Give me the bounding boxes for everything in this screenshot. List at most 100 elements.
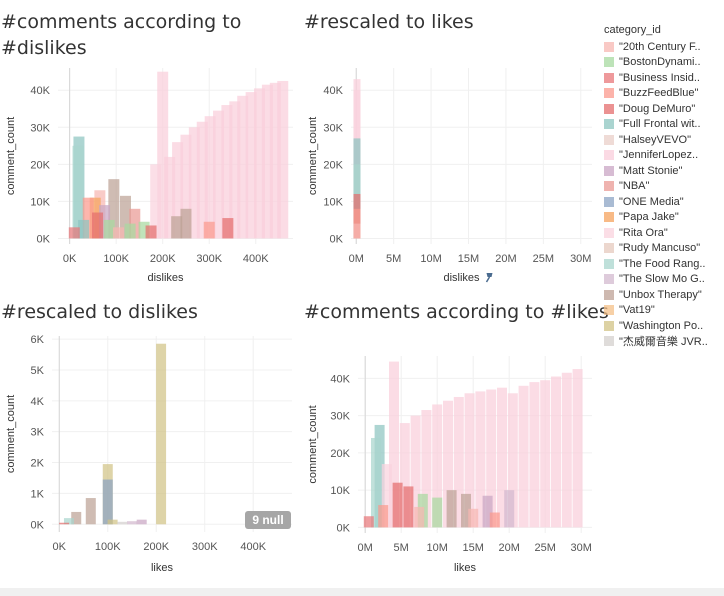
bar-mark[interactable]	[371, 437, 381, 528]
bar-mark[interactable]	[529, 382, 540, 528]
legend-item[interactable]: "Washington Po..	[604, 318, 722, 334]
legend-item[interactable]: "Matt Stonie"	[604, 163, 722, 179]
bar-mark[interactable]	[504, 490, 515, 528]
bar-mark[interactable]	[381, 464, 392, 528]
bar-mark[interactable]	[117, 521, 128, 525]
bar-mark[interactable]	[446, 490, 457, 528]
legend-item[interactable]: "Rita Ora"	[604, 225, 722, 241]
bar-mark[interactable]	[213, 110, 225, 239]
pin-icon[interactable]	[485, 273, 493, 283]
bar-mark[interactable]	[92, 212, 104, 239]
legend-item[interactable]: "Rudy Mancuso"	[604, 241, 722, 257]
bar-mark[interactable]	[171, 216, 183, 239]
legend-item[interactable]: "20th Century F..	[604, 39, 722, 55]
bar-mark[interactable]	[475, 391, 486, 528]
bar-mark[interactable]	[150, 164, 162, 239]
bar-mark[interactable]	[421, 410, 432, 528]
legend-item[interactable]: "The Food Rang..	[604, 256, 722, 272]
legend-item[interactable]: "HalseyVEVO"	[604, 132, 722, 148]
bar-mark[interactable]	[399, 423, 410, 528]
bar-mark[interactable]	[63, 518, 74, 525]
bar-mark[interactable]	[464, 393, 475, 528]
null-count-badge[interactable]: 9 null	[245, 511, 291, 529]
bar-mark[interactable]	[414, 506, 425, 528]
bar-mark[interactable]	[482, 495, 493, 528]
bar-mark[interactable]	[461, 493, 471, 528]
bar-mark[interactable]	[245, 92, 257, 239]
bar-mark[interactable]	[107, 519, 118, 525]
bar-mark[interactable]	[392, 482, 403, 528]
bar-mark[interactable]	[443, 400, 453, 528]
legend-item[interactable]: "BostonDynami..	[604, 55, 722, 71]
legend-item[interactable]: "Vat19"	[604, 303, 722, 319]
legend-item[interactable]: "Business Insid..	[604, 70, 722, 86]
bar-mark[interactable]	[180, 134, 192, 239]
bar-mark[interactable]	[103, 219, 115, 239]
bar-mark[interactable]	[497, 387, 507, 528]
bar-mark[interactable]	[486, 389, 497, 528]
bar-mark[interactable]	[507, 393, 518, 528]
bar-mark[interactable]	[561, 372, 572, 528]
bar-mark[interactable]	[127, 521, 137, 525]
bar-mark[interactable]	[138, 221, 150, 239]
bar-mark[interactable]	[518, 385, 529, 528]
bar-mark[interactable]	[204, 116, 216, 239]
bar-mark[interactable]	[72, 145, 84, 239]
bar-mark[interactable]	[102, 479, 113, 525]
bar-mark[interactable]	[489, 512, 500, 528]
bar-mark[interactable]	[156, 343, 167, 525]
bar-mark[interactable]	[157, 71, 169, 239]
bar-mark[interactable]	[363, 516, 374, 528]
bar-mark[interactable]	[269, 82, 281, 239]
bar-mark[interactable]	[261, 84, 273, 239]
legend-item[interactable]: "JenniferLopez..	[604, 148, 722, 164]
legend-item[interactable]: "The Slow Mo G..	[604, 272, 722, 288]
bar-mark[interactable]	[188, 127, 200, 239]
bar-mark[interactable]	[71, 511, 82, 525]
bar-mark[interactable]	[551, 376, 561, 528]
legend-item[interactable]: "NBA"	[604, 179, 722, 195]
legend-item[interactable]: "ONE Media"	[604, 194, 722, 210]
bar-mark[interactable]	[85, 498, 96, 525]
bar-mark[interactable]	[222, 218, 234, 239]
bar-mark[interactable]	[229, 101, 241, 239]
bar-mark[interactable]	[237, 95, 249, 239]
bar-mark[interactable]	[253, 88, 265, 239]
bar-mark[interactable]	[468, 508, 479, 528]
bar-mark[interactable]	[453, 396, 464, 528]
bar-mark[interactable]	[145, 225, 157, 239]
bar-mark[interactable]	[353, 223, 361, 239]
bar-mark[interactable]	[180, 208, 192, 239]
bar-mark[interactable]	[172, 142, 184, 239]
bar-mark[interactable]	[136, 519, 147, 525]
bar-mark[interactable]	[277, 80, 289, 239]
bar-mark[interactable]	[403, 486, 414, 528]
bar-mark[interactable]	[378, 505, 389, 528]
bar-mark[interactable]	[432, 497, 443, 528]
bar-mark[interactable]	[68, 227, 80, 239]
bar-mark[interactable]	[164, 156, 176, 239]
bar-mark[interactable]	[572, 369, 583, 528]
legend-item[interactable]: "BuzzFeedBlue"	[604, 86, 722, 102]
legend-item[interactable]: "Full Frontal wit..	[604, 117, 722, 133]
bar-mark[interactable]	[108, 179, 120, 239]
bar-mark[interactable]	[196, 121, 208, 239]
bar-mark[interactable]	[432, 404, 443, 528]
bar-mark[interactable]	[78, 219, 90, 239]
bar-mark[interactable]	[82, 197, 94, 239]
bar-mark[interactable]	[59, 522, 70, 525]
legend-item[interactable]: "Unbox Therapy"	[604, 287, 722, 303]
bar-mark[interactable]	[389, 361, 399, 528]
bar-mark[interactable]	[410, 415, 421, 528]
bar-mark[interactable]	[119, 195, 131, 239]
bar-mark[interactable]	[221, 105, 233, 239]
bar-mark[interactable]	[112, 227, 124, 239]
bar-mark[interactable]	[124, 223, 136, 239]
legend-item[interactable]: "杰威爾音樂 JVR..	[604, 334, 722, 350]
bar-mark[interactable]	[203, 221, 215, 239]
legend-item[interactable]: "Papa Jake"	[604, 210, 722, 226]
